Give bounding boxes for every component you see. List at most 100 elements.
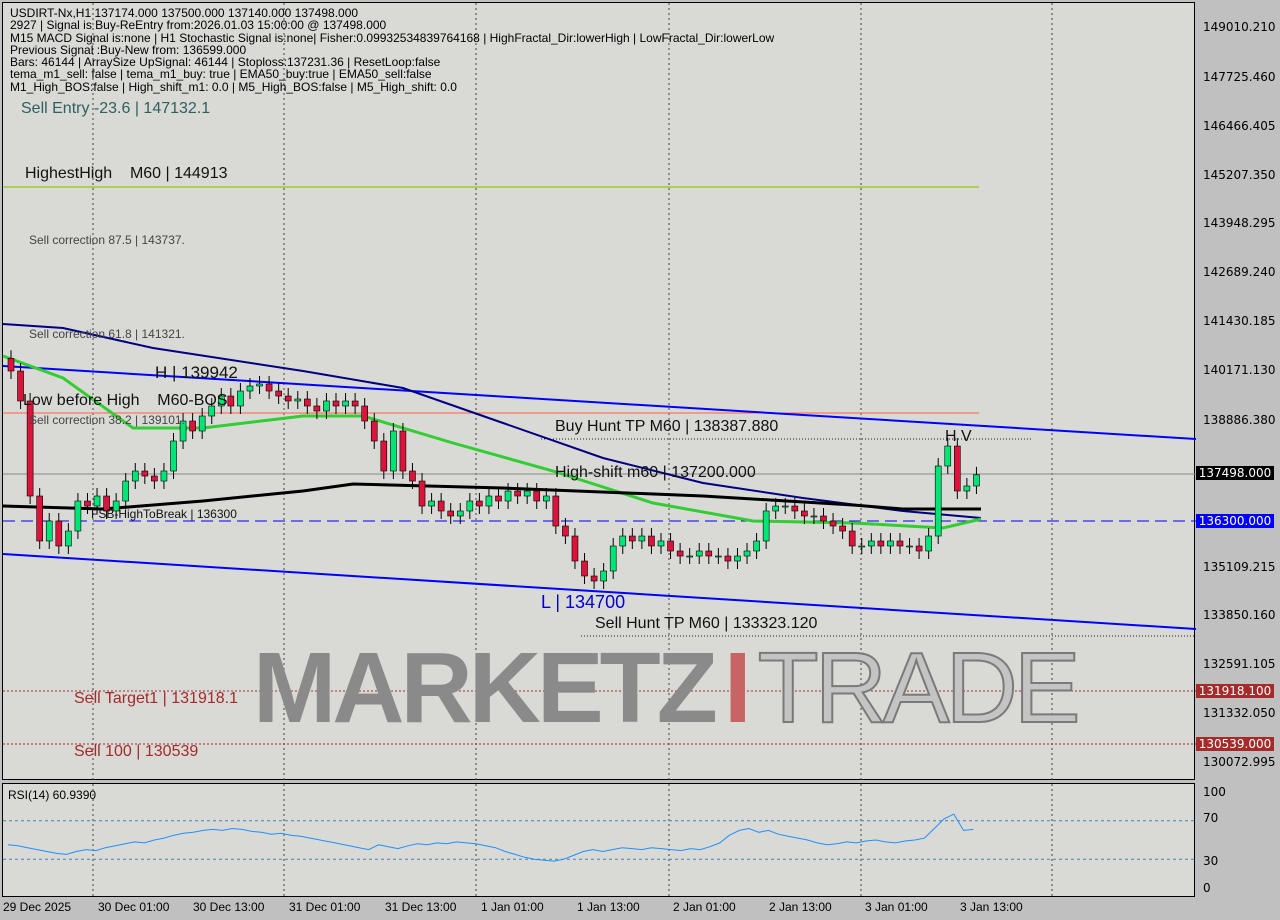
rsi-label: RSI(14) 60.9390	[8, 788, 97, 802]
candle-body	[112, 500, 120, 512]
rsi-tick: 100	[1203, 785, 1226, 799]
candle-body	[629, 535, 636, 542]
buy-hunt-label: Buy Hunt TP M60 | 138387.880	[555, 418, 779, 435]
green-moving-average	[3, 354, 982, 530]
candle-body	[734, 555, 741, 562]
candle-body	[590, 575, 598, 582]
candle-body	[141, 470, 149, 477]
candle-body	[762, 510, 770, 542]
candle-body	[715, 555, 722, 558]
candle-body	[867, 540, 875, 547]
candle-body	[265, 383, 273, 392]
high-shift-label: High-shift m60 | 137200.000	[555, 464, 756, 481]
candle-body	[304, 398, 311, 407]
sell-correction-87-label: Sell correction 87.5 | 143737.	[29, 233, 185, 247]
candle-body	[160, 470, 168, 482]
candle-body	[399, 430, 407, 472]
watermark-left: MARKETZ	[253, 632, 718, 744]
candle-body	[179, 420, 187, 442]
lower-trend-line	[3, 553, 1196, 630]
time-tick: 1 Jan 13:00	[577, 900, 640, 914]
price-tick: 149010.210	[1203, 20, 1276, 34]
candle-body	[284, 395, 292, 402]
candle-body	[934, 465, 942, 537]
candle-body	[542, 495, 550, 502]
time-tick: 1 Jan 01:00	[481, 900, 544, 914]
candle-body	[437, 500, 445, 512]
candle-body	[370, 420, 378, 442]
candle-body	[791, 505, 799, 512]
candle-body	[103, 495, 110, 512]
highest-high-label: HighestHigh M60 | 144913	[25, 165, 228, 182]
price-tick: 131332.050	[1203, 706, 1276, 721]
candle-body	[380, 440, 388, 472]
target1-price-tag: 131918.100	[1196, 684, 1274, 698]
high-label: H | 139942	[155, 363, 238, 382]
price-tick: 145207.350	[1203, 167, 1276, 182]
candle-body	[170, 440, 177, 472]
candle-body	[294, 398, 302, 402]
candle-body	[65, 530, 72, 547]
candle-body	[562, 525, 569, 537]
info-line: 2927 | Signal is Buy-ReEntry from:2026.0…	[10, 18, 387, 33]
navy-moving-average	[3, 323, 982, 519]
candle-body	[848, 530, 856, 547]
candle-body	[657, 540, 665, 547]
price-tick: 132591.105	[1203, 657, 1276, 672]
candle-body	[600, 570, 607, 582]
candle-body	[829, 520, 837, 527]
black-moving-average	[3, 482, 981, 511]
price-tick: 130072.995	[1203, 755, 1276, 769]
candle-body	[839, 525, 846, 532]
candle-body	[801, 510, 808, 517]
sell-entry-label: Sell Entry -23.6 | 147132.1	[21, 100, 211, 117]
time-tick: 2 Jan 13:00	[769, 900, 832, 914]
candle-body	[7, 358, 15, 372]
candle-body	[84, 500, 91, 507]
candle-body	[485, 495, 493, 507]
candle-body	[772, 505, 780, 512]
candle-body	[217, 395, 225, 407]
candle-body	[390, 430, 397, 472]
candle-body	[122, 480, 130, 502]
time-tick: 30 Dec 01:00	[98, 900, 170, 914]
price-chart-svg	[3, 3, 1196, 781]
sell-correction-38-label: Sell correction 38.2 | 139101.	[29, 413, 185, 427]
price-tick: 138886.380	[1203, 412, 1276, 427]
candle-body	[581, 560, 588, 577]
candle-body	[409, 470, 416, 482]
candle-body	[323, 400, 330, 412]
sell-correction-61-label: Sell correction 61.8 | 141321.	[29, 327, 185, 341]
time-tick: 2 Jan 01:00	[673, 900, 736, 914]
watermark-right: TRADE	[757, 632, 1082, 744]
fsb-price-tag: 136300.000	[1196, 514, 1274, 528]
rsi-panel[interactable]: RSI(14) 60.9390	[2, 783, 1196, 898]
candle-body	[504, 490, 512, 502]
candle-body	[705, 550, 713, 557]
price-tick: 141430.185	[1203, 314, 1276, 329]
low-label: L | 134700	[541, 592, 626, 612]
candle-body	[351, 400, 359, 407]
price-chart[interactable]: MARKETZ I TRADE USDIRT-Nx,H1 137174.000 13…	[2, 2, 1196, 781]
candle-body	[208, 405, 216, 417]
candle-body	[418, 480, 426, 507]
candle-body	[648, 535, 655, 547]
candle-body	[131, 470, 139, 482]
rsi-line	[7, 813, 974, 862]
candle-body	[638, 535, 646, 542]
candle-body	[820, 515, 827, 522]
rsi-tick: 70	[1203, 811, 1219, 825]
candle-body	[26, 400, 34, 497]
candle-body	[781, 505, 789, 508]
candle-body	[877, 540, 885, 547]
candle-body	[523, 490, 531, 497]
candle-body	[915, 545, 923, 552]
price-tick: 133850.160	[1203, 608, 1276, 623]
price-tick: 147725.460	[1203, 69, 1276, 84]
candle-body	[17, 370, 24, 402]
candle-body	[514, 490, 521, 497]
candle-body	[476, 500, 483, 507]
candle-body	[571, 535, 579, 562]
candle-body	[237, 390, 244, 407]
